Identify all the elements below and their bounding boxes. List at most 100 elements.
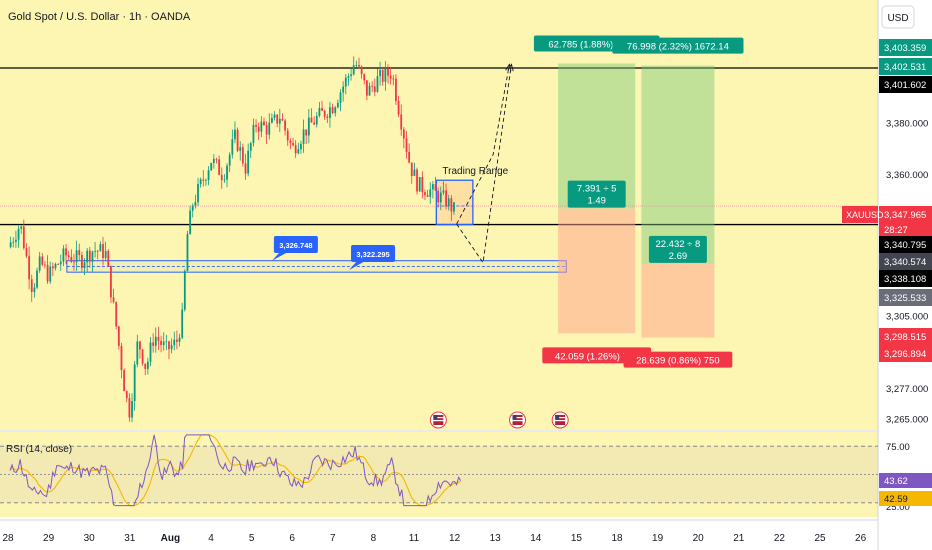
support-zone-label-high: 3,326.748	[279, 241, 312, 250]
x-tick-label: 15	[571, 533, 583, 544]
y-tick-label: 3,360.000	[886, 170, 928, 181]
flag-stripe	[512, 420, 523, 422]
candle-body	[86, 250, 89, 263]
flag-stripe	[555, 420, 566, 422]
candle-body	[212, 158, 215, 163]
candle-body	[379, 69, 381, 77]
candle-body	[307, 117, 310, 136]
flag-canton	[555, 415, 560, 419]
candle-body	[107, 250, 110, 266]
support-zone-label-low-pointer	[349, 261, 366, 271]
candle-body	[149, 342, 152, 362]
x-tick-label: 25	[814, 533, 826, 544]
projection-path-1[interactable]	[456, 64, 510, 225]
candle-body	[376, 76, 379, 92]
candle-body	[231, 139, 234, 155]
candle-body	[339, 92, 342, 103]
candle-body	[273, 114, 276, 118]
currency-button-box[interactable]	[881, 5, 915, 29]
x-tick-label: 29	[43, 533, 55, 544]
us-event-flag-icon[interactable]	[551, 411, 569, 429]
candle-body	[249, 143, 252, 151]
x-tick-label: 13	[490, 533, 502, 544]
candle-body	[276, 114, 279, 124]
candle-body	[62, 248, 65, 262]
candle-body	[112, 297, 115, 302]
price-tag: 3,325.533	[884, 293, 926, 304]
long-position-2-stop-zone[interactable]	[641, 263, 715, 338]
support-zone-rect[interactable]	[66, 260, 567, 273]
price-tag-box	[879, 76, 932, 93]
candle-body	[131, 401, 133, 418]
candle-body	[125, 391, 128, 399]
long-position-2-profit-zone[interactable]	[641, 65, 715, 264]
long-position-2-ratio-line2: 2.69	[669, 251, 688, 262]
x-tick-label: 19	[652, 533, 664, 544]
candle-body	[268, 122, 271, 135]
candle-body	[207, 170, 210, 180]
candle-body	[408, 151, 411, 163]
candle-body	[215, 158, 218, 160]
candle-body	[363, 74, 366, 81]
flag-stripe	[433, 417, 444, 419]
candle-body	[329, 107, 331, 118]
rsi-band	[0, 446, 878, 503]
candle-body	[389, 75, 392, 79]
candle-body	[410, 162, 413, 177]
chart-title: Gold Spot / U.S. Dollar · 1h · OANDA	[8, 11, 191, 23]
candle-body	[334, 107, 337, 114]
candle-body	[186, 234, 189, 272]
flag-stripe	[555, 417, 566, 419]
candle-body	[429, 189, 432, 197]
candle-body	[99, 244, 102, 252]
price-tag-box	[879, 206, 932, 223]
candle-body	[189, 210, 191, 235]
rsi-tick-label: 75.00	[886, 442, 910, 453]
x-tick-label: 31	[124, 533, 136, 544]
candle-body	[418, 177, 421, 192]
projection-arrowhead-1	[505, 63, 512, 72]
candle-body	[252, 124, 255, 144]
candle-body	[358, 64, 360, 67]
candle-body	[318, 108, 321, 116]
candle-body	[297, 149, 300, 154]
candle-body	[102, 244, 104, 259]
candle-body	[344, 77, 347, 87]
long-position-1-stop-zone[interactable]	[558, 208, 636, 334]
trading-range-box[interactable]	[435, 179, 474, 226]
candle-body	[442, 190, 445, 193]
candle-body	[33, 287, 36, 292]
us-event-flag-icon[interactable]	[429, 411, 447, 429]
projection-path-2[interactable]	[456, 64, 512, 264]
candle-body	[133, 364, 136, 402]
us-event-flag-icon[interactable]	[509, 411, 527, 429]
y-tick-label: 3,305.000	[886, 312, 928, 323]
candle-body	[54, 263, 57, 269]
candle-body	[191, 205, 194, 211]
candle-body	[257, 126, 260, 132]
candle-body	[321, 108, 323, 111]
candle-body	[402, 129, 405, 139]
support-zone-label-high-box[interactable]	[273, 236, 318, 253]
x-tick-label: 22	[774, 533, 786, 544]
candle-body	[162, 341, 165, 346]
candle-body	[154, 336, 157, 346]
flag-canton	[433, 415, 438, 419]
candle-body	[146, 361, 149, 369]
candle-body	[57, 263, 60, 265]
candle-body	[421, 177, 424, 193]
flag-stripe	[512, 417, 523, 419]
price-tag-box	[879, 236, 932, 253]
long-position-2-ratio-box	[648, 235, 707, 263]
x-tick-label: 30	[84, 533, 96, 544]
candle-body	[371, 85, 374, 87]
candle-body	[368, 85, 371, 96]
candle-body	[323, 110, 326, 117]
support-zone-label-low-box[interactable]	[351, 245, 396, 262]
candle-body	[73, 261, 75, 263]
x-tick-label: 11	[409, 533, 420, 544]
candle-body	[445, 190, 447, 207]
candle-body	[170, 345, 173, 350]
candle-body	[144, 363, 147, 369]
